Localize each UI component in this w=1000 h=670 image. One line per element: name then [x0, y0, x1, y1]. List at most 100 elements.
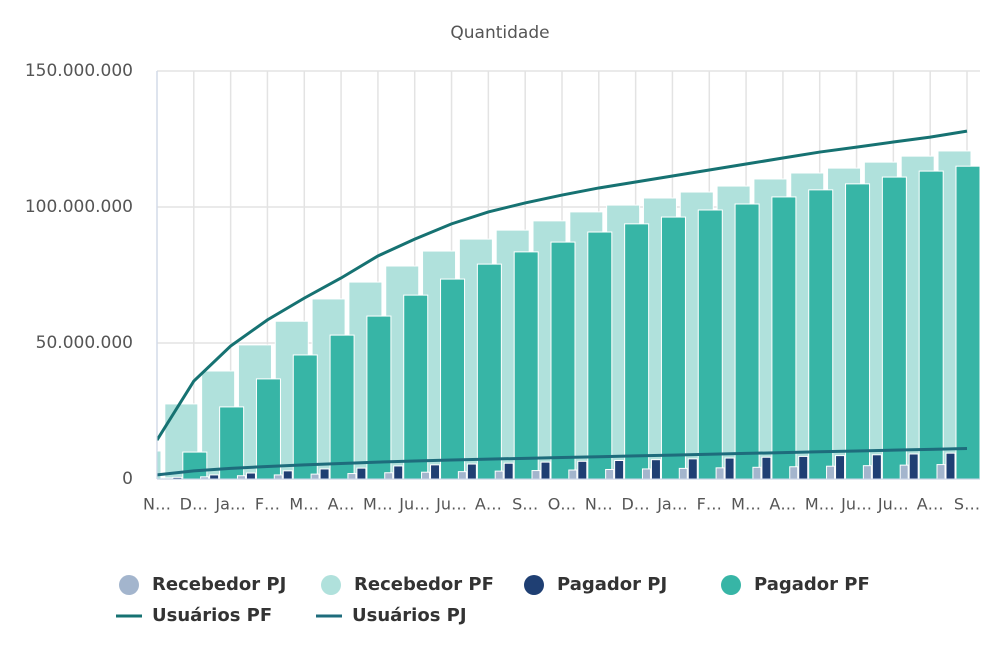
bar: [605, 468, 615, 480]
bar: [182, 451, 208, 480]
bar: [678, 467, 688, 480]
bar: [550, 241, 576, 480]
bar: [282, 470, 293, 480]
x-tick-label: Ju…: [840, 495, 872, 514]
bar: [255, 378, 281, 480]
bar: [881, 176, 907, 480]
bar: [724, 457, 735, 480]
bar: [366, 315, 392, 480]
x-tick-label: Ju…: [877, 495, 909, 514]
bar: [494, 470, 504, 480]
bar: [568, 469, 578, 480]
bar: [503, 462, 514, 480]
bar: [835, 455, 846, 480]
x-tick-label: M…: [805, 495, 835, 514]
bar: [650, 459, 661, 480]
bar: [421, 471, 431, 480]
y-tick-label: 100.000.000: [25, 197, 133, 217]
bar: [871, 454, 882, 480]
legend-marker: [721, 575, 741, 595]
bar: [273, 474, 283, 480]
legend-marker: [524, 575, 544, 595]
bar: [908, 453, 919, 480]
bar: [624, 223, 650, 480]
x-tick-label: Ja…: [656, 495, 688, 514]
bar: [157, 450, 162, 480]
legend-label: Usuários PF: [152, 605, 272, 626]
x-tick-label: S…: [512, 495, 538, 514]
bar: [466, 463, 477, 480]
bar: [347, 473, 357, 480]
x-tick-label: D…: [180, 495, 208, 514]
bar: [136, 478, 145, 479]
bar: [476, 263, 502, 480]
bar: [734, 203, 760, 480]
x-tick-label: N…: [585, 495, 613, 514]
bar: [457, 471, 467, 480]
x-tick-label: S…: [954, 495, 980, 514]
bar: [513, 251, 539, 480]
x-tick-label: M…: [289, 495, 319, 514]
y-tick-label: 0: [122, 469, 133, 489]
legend-label: Recebedor PJ: [152, 574, 286, 595]
bar: [209, 474, 220, 480]
bar: [660, 216, 686, 480]
x-tick-label: D…: [621, 495, 649, 514]
x-tick-label: M…: [363, 495, 393, 514]
bar: [384, 472, 394, 480]
bar: [826, 465, 836, 480]
bar: [918, 170, 944, 480]
x-tick-label: F…: [255, 495, 280, 514]
bar: [577, 460, 588, 480]
line: [157, 447, 968, 477]
bar: [715, 467, 725, 480]
bar: [862, 465, 872, 480]
bar: [936, 464, 946, 480]
x-tick-label: M…: [731, 495, 761, 514]
line: [157, 129, 968, 441]
bar: [319, 468, 330, 480]
x-tick-label: A…: [328, 495, 355, 514]
x-tick-label: Ju…: [398, 495, 430, 514]
bar: [614, 460, 625, 480]
y-tick-label: 150.000.000: [25, 61, 133, 81]
bar: [393, 465, 404, 480]
bar: [531, 470, 541, 480]
bar: [808, 189, 834, 480]
bar: [771, 196, 797, 480]
bar: [761, 456, 772, 480]
bar: [697, 209, 723, 480]
legend-label: Pagador PJ: [557, 574, 667, 595]
legend-label: Pagador PF: [754, 574, 870, 595]
chart-title: Quantidade: [450, 23, 549, 43]
bar: [789, 466, 799, 480]
bar: [641, 468, 651, 480]
bar: [430, 464, 441, 480]
bar: [798, 455, 809, 480]
bar: [587, 231, 613, 480]
bar: [245, 472, 256, 480]
bar: [440, 278, 466, 480]
legend-label: Usuários PJ: [352, 605, 467, 626]
legend-marker: [321, 575, 341, 595]
bar: [310, 473, 320, 480]
bar: [845, 183, 871, 480]
bar: [945, 452, 956, 480]
x-tick-label: A…: [475, 495, 502, 514]
x-tick-label: F…: [697, 495, 722, 514]
bar: [540, 461, 551, 480]
x-tick-label: A…: [769, 495, 796, 514]
bar: [955, 165, 981, 480]
x-tick-label: Ju…: [435, 495, 467, 514]
legend-marker: [119, 575, 139, 595]
legend-label: Recebedor PF: [354, 574, 494, 595]
bar: [329, 334, 355, 480]
y-tick-label: 50.000.000: [36, 333, 133, 353]
bar: [899, 464, 909, 480]
bar: [356, 467, 367, 480]
x-tick-label: N…: [143, 495, 171, 514]
bar: [403, 294, 429, 480]
bar: [752, 466, 762, 480]
x-tick-label: Ja…: [214, 495, 246, 514]
